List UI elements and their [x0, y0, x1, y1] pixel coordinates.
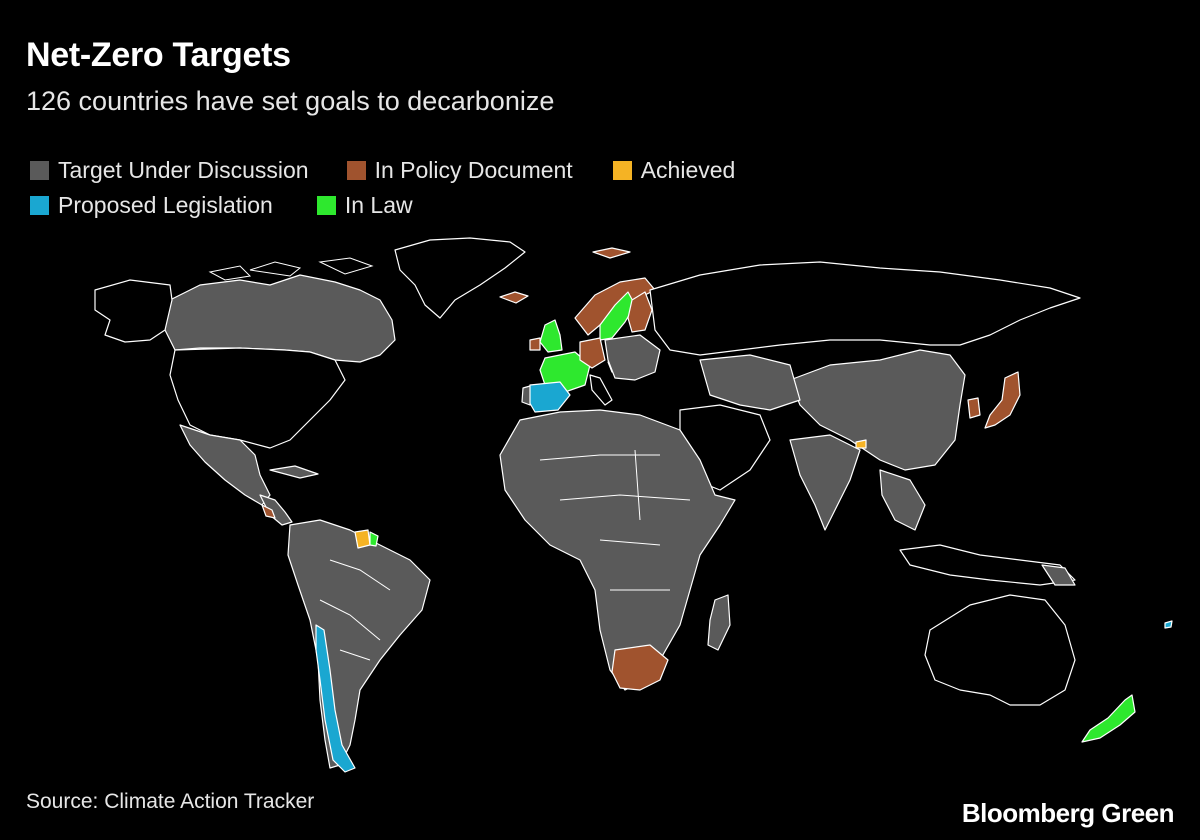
- region-finland: [627, 291, 653, 333]
- legend-label: Proposed Legislation: [58, 192, 273, 218]
- region-south-america: [287, 519, 431, 769]
- region-japan: [984, 371, 1021, 429]
- region-germany: [579, 337, 606, 369]
- region-suriname: [354, 529, 371, 549]
- region-spain: [527, 381, 571, 413]
- region-alaska: [94, 279, 173, 343]
- legend-swatch-achieved: [612, 161, 632, 180]
- region-papua-new-guinea: [1041, 564, 1076, 586]
- legend-item-target-under-discussion: Target Under Discussion: [30, 157, 309, 184]
- chart-subtitle: 126 countries have set goals to decarbon…: [26, 86, 555, 116]
- legend-swatch-in-law: [316, 196, 336, 215]
- region-australia: [924, 594, 1076, 706]
- region-fiji: [1164, 620, 1173, 629]
- world-map: [94, 237, 1173, 773]
- region-france: [539, 351, 591, 393]
- region-russia: [649, 261, 1081, 356]
- region-china: [789, 349, 966, 471]
- region-madagascar: [707, 594, 731, 651]
- region-south-africa: [611, 644, 669, 691]
- legend-swatch-in-policy-document: [346, 161, 366, 180]
- region-portugal: [521, 385, 531, 406]
- legend-swatch-proposed-legislation: [30, 196, 49, 215]
- region-svalbard: [592, 247, 631, 259]
- legend-label: In Law: [344, 192, 413, 218]
- region-costa-rica: [261, 504, 276, 519]
- region-central-asia: [699, 354, 801, 411]
- region-usa: [169, 347, 346, 449]
- bloomberg-green-logo: Bloomberg Green: [961, 798, 1175, 828]
- legend-item-in-law: In Law: [316, 192, 413, 219]
- region-eastern-europe: [604, 334, 661, 381]
- region-cuba: [269, 465, 319, 479]
- region-indonesia: [899, 544, 1076, 586]
- region-italy: [589, 374, 613, 406]
- region-canada: [164, 274, 396, 363]
- region-greenland: [394, 237, 526, 319]
- region-chile: [315, 624, 356, 773]
- region-arctic-islands: [208, 257, 374, 281]
- region-ireland: [529, 337, 541, 351]
- chart-title: Net-Zero Targets: [26, 36, 291, 74]
- legend-item-proposed-legislation: Proposed Legislation: [30, 192, 273, 219]
- legend-swatch-target-under-discussion: [30, 161, 49, 180]
- region-southeast-asia: [879, 469, 926, 531]
- region-new-zealand: [1081, 694, 1136, 743]
- legend-label: In Policy Document: [374, 157, 573, 183]
- legend-row-2: Proposed Legislation In Law: [30, 192, 413, 219]
- legend-label: Target Under Discussion: [58, 157, 309, 183]
- legend-row-1: Target Under Discussion In Policy Docume…: [30, 157, 735, 184]
- region-iceland: [499, 291, 529, 304]
- legend-item-achieved: Achieved: [612, 157, 736, 184]
- region-africa-borders: [539, 449, 691, 591]
- legend-label: Achieved: [640, 157, 736, 183]
- region-uk: [539, 319, 563, 353]
- region-french-guiana: [369, 531, 379, 547]
- region-south-america-borders: [319, 559, 391, 661]
- region-bhutan: [855, 439, 867, 449]
- region-india: [789, 434, 861, 531]
- region-africa: [499, 409, 736, 691]
- legend-item-in-policy-document: In Policy Document: [346, 157, 573, 184]
- source-note: Source: Climate Action Tracker: [26, 790, 315, 813]
- region-south-korea: [967, 397, 981, 419]
